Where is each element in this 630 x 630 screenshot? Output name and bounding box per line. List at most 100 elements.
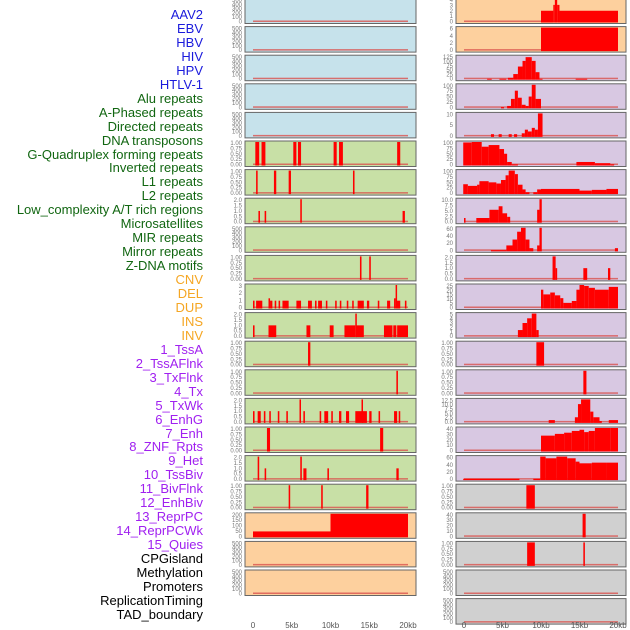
y-tick-label: 400 [232, 546, 243, 552]
track-label: 8_ZNF_Rpts [129, 439, 203, 455]
data-bar [498, 206, 503, 223]
baseline [253, 592, 408, 594]
data-bar [590, 411, 594, 423]
track-label: Microsatellites [120, 216, 203, 232]
track-label: 7_Enh [165, 425, 203, 441]
data-bar [559, 10, 618, 23]
track-panel [244, 369, 417, 396]
data-bar [527, 542, 535, 566]
track-panel [455, 569, 627, 596]
y-tick-label: 50 [446, 152, 453, 158]
y-tick-label: 0.0 [234, 477, 243, 483]
y-tick-label: 1.5 [445, 261, 454, 267]
y-tick-label: 0.25 [230, 500, 242, 506]
y-tick-label: 30 [446, 432, 453, 438]
y-tick-label: 400 [232, 88, 243, 94]
y-tick-label: 0.25 [230, 157, 242, 163]
data-bar [594, 428, 611, 452]
y-tick-label: 75 [446, 89, 453, 95]
track-label: 13_ReprPC [135, 509, 203, 525]
data-bar [476, 218, 490, 223]
data-bar [513, 74, 518, 80]
data-bar [539, 78, 543, 80]
data-bar [398, 411, 401, 423]
data-bar [594, 163, 611, 166]
y-tick-label: 200 [232, 97, 243, 103]
y-tick-label: 500 [443, 570, 454, 576]
baseline [464, 420, 618, 423]
x-tick-label: 20kb [609, 621, 627, 630]
y-tick-label: 100 [443, 616, 454, 622]
data-bar [253, 300, 255, 309]
y-tick-label: 1.00 [230, 141, 242, 147]
y-tick-label: 5 [450, 313, 454, 319]
y-tick-label: 1 [239, 298, 243, 304]
y-tick-label: 500 [232, 27, 243, 33]
y-tick-label: 0 [450, 620, 454, 626]
data-bar [543, 294, 551, 309]
data-bar [579, 463, 592, 481]
y-tick-label: 0.25 [230, 386, 242, 392]
y-tick-label: 100 [232, 524, 243, 530]
y-tick-label: 0.00 [441, 363, 453, 369]
track-label: Low_complexity A/T rich regions [16, 202, 203, 218]
track-panel [244, 83, 417, 110]
track-panel [244, 0, 417, 24]
y-tick-label: 0.00 [230, 506, 242, 512]
data-bar [264, 210, 267, 223]
baseline [464, 506, 618, 509]
y-tick-label: 200 [232, 513, 243, 519]
data-bar [531, 60, 536, 80]
data-bar [352, 170, 355, 195]
y-tick-label: 0.0 [234, 420, 243, 426]
data-bar [464, 218, 466, 223]
y-tick-label: 0 [450, 191, 454, 197]
data-bar [274, 300, 277, 309]
data-bar [541, 289, 544, 309]
data-bar [315, 300, 317, 309]
y-tick-label: 2 [450, 326, 454, 332]
baseline [464, 77, 618, 80]
x-tick-label: 15kb [571, 621, 589, 630]
track-panel [244, 54, 417, 82]
y-tick-label: 300 [232, 579, 243, 585]
data-bar [553, 4, 555, 23]
y-tick-label: 1.5 [234, 318, 243, 324]
track-panel [244, 26, 417, 53]
data-bar [339, 411, 342, 423]
data-bar [300, 456, 302, 481]
y-tick-label: 10 [446, 112, 453, 118]
data-bar [396, 370, 398, 395]
y-tick-label: 200 [232, 554, 243, 560]
y-tick-label: 300 [443, 579, 454, 585]
y-tick-label: 1.00 [230, 255, 242, 261]
data-bar [528, 96, 532, 109]
baseline [253, 478, 408, 480]
data-bar [297, 142, 302, 166]
y-tick-label: 0 [239, 20, 243, 26]
baseline [253, 420, 408, 423]
data-bar [525, 57, 532, 80]
data-bar [527, 318, 532, 338]
y-tick-label: 2.0 [445, 255, 454, 261]
data-bar [329, 325, 334, 338]
baseline [253, 392, 408, 394]
y-tick-label: 0.50 [441, 352, 453, 358]
data-bar [396, 300, 401, 309]
data-bar [535, 98, 541, 109]
data-bar [333, 142, 337, 166]
data-bar [512, 239, 518, 252]
y-tick-label: 0 [450, 105, 454, 111]
y-tick-label: 100 [232, 559, 243, 565]
y-tick-label: 500 [232, 570, 243, 576]
track-label: HPV [176, 62, 203, 78]
y-tick-label: 10.0 [441, 198, 453, 204]
data-bar [504, 153, 508, 166]
y-tick-label: 0 [450, 163, 454, 169]
y-tick-label: 0.50 [230, 381, 242, 387]
data-bar [540, 456, 546, 481]
data-bar [404, 300, 407, 309]
y-tick-label: 0.0 [445, 420, 454, 426]
data-bar [369, 256, 371, 280]
